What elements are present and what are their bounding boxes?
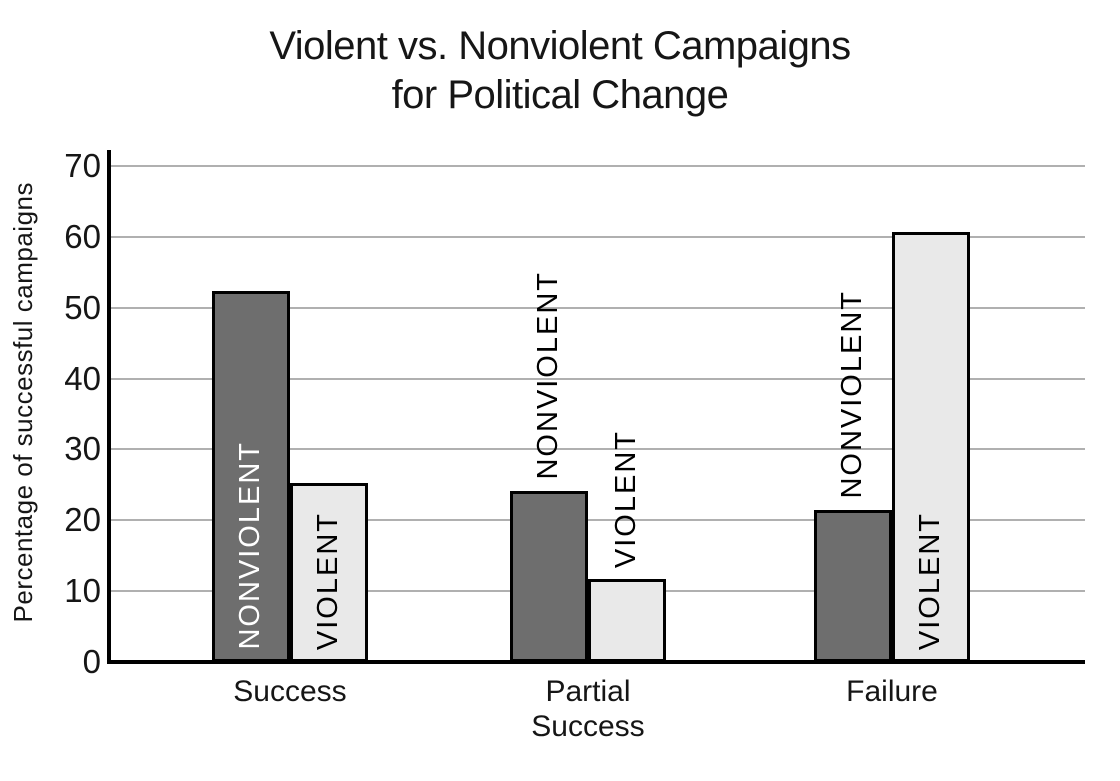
- chart-title-line2: for Political Change: [391, 73, 729, 117]
- bar-violent-failure: [892, 231, 970, 662]
- x-category-label-failure: Failure: [846, 675, 938, 708]
- bar-label-violent-partial-success: VIOLENT: [610, 430, 642, 569]
- x-category-label-partial-success: Partial Success: [531, 675, 645, 743]
- bar-label-violent-success: VIOLENT: [312, 511, 344, 650]
- gridline: [111, 235, 1085, 238]
- y-axis-line: [107, 150, 111, 664]
- bar-label-violent-failure: VIOLENT: [914, 511, 946, 650]
- chart-title: Violent vs. Nonviolent Campaigns for Pol…: [0, 22, 1120, 120]
- bar-label-nonviolent-partial-success: NONVIOLENT: [532, 271, 564, 480]
- bar-label-nonviolent-success: NONVIOLENT: [234, 441, 266, 650]
- bar-nonviolent-success: [212, 291, 290, 662]
- gridline: [111, 165, 1085, 167]
- y-tick-label: 20: [64, 501, 101, 539]
- y-tick-label: 60: [64, 217, 101, 255]
- chart-title-line1: Violent vs. Nonviolent Campaigns: [269, 24, 851, 68]
- gridline: [111, 448, 1085, 451]
- gridline: [111, 377, 1085, 380]
- gridline: [111, 306, 1085, 309]
- bar-nonviolent-failure: [814, 509, 892, 662]
- y-tick-label: 70: [64, 147, 101, 184]
- y-tick-label: 10: [64, 572, 101, 610]
- x-axis-line: [107, 660, 1085, 664]
- gridline: [111, 519, 1085, 522]
- bar-nonviolent-partial-success: [510, 490, 588, 662]
- y-tick-label: 30: [64, 430, 101, 468]
- y-tick-label: 0: [82, 643, 101, 680]
- bar-violent-partial-success: [588, 579, 666, 662]
- x-category-label-success: Success: [233, 675, 347, 708]
- bar-label-nonviolent-failure: NONVIOLENT: [836, 290, 868, 499]
- y-tick-label: 40: [64, 359, 101, 397]
- y-tick-label: 50: [64, 288, 101, 326]
